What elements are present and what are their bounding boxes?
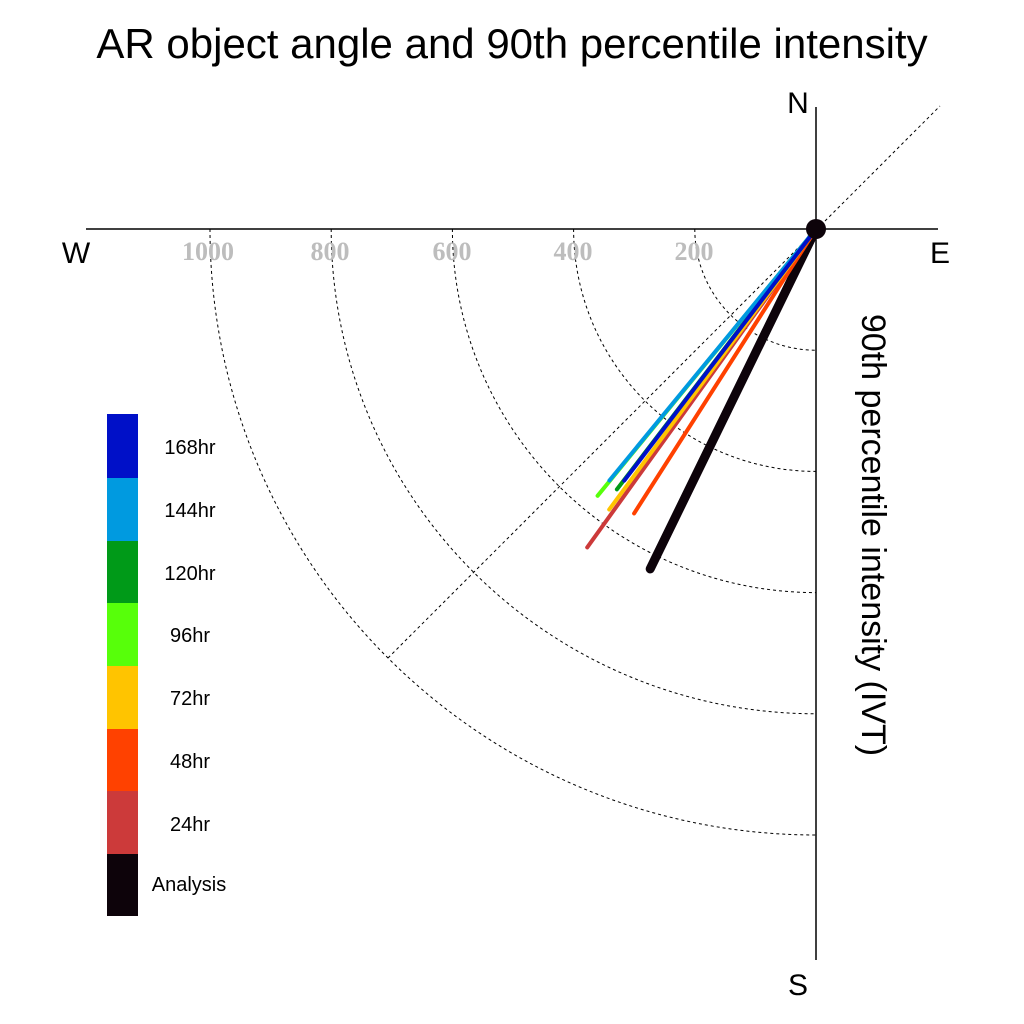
north-label: N xyxy=(787,87,809,120)
legend-swatch-analysis xyxy=(107,854,138,916)
legend-swatch-24hr xyxy=(107,791,138,854)
legend-swatch-48hr xyxy=(107,729,138,791)
ring-tick-label: 600 xyxy=(433,237,472,266)
vector-168hr xyxy=(622,227,818,483)
legend-swatch-72hr xyxy=(107,666,138,729)
ring-tick-label: 200 xyxy=(675,237,714,266)
west-label: W xyxy=(62,237,91,270)
legend-label-72hr: 72hr xyxy=(170,688,210,710)
legend-label-48hr: 48hr xyxy=(170,751,210,773)
legend-label-24hr: 24hr xyxy=(170,814,210,836)
origin-marker xyxy=(806,219,826,239)
legend-label-168hr: 168hr xyxy=(164,437,215,459)
legend-swatch-120hr xyxy=(107,541,138,603)
legend-swatch-96hr xyxy=(107,603,138,666)
legend-label-144hr: 144hr xyxy=(164,500,215,522)
chart-title: AR object angle and 90th percentile inte… xyxy=(96,20,927,67)
ring-400 xyxy=(573,228,817,472)
ring-tick-label: 800 xyxy=(311,237,350,266)
legend-label-120hr: 120hr xyxy=(164,563,215,585)
ring-tick-label: 1000 xyxy=(182,237,234,266)
legend-swatch-144hr xyxy=(107,478,138,541)
vector-series xyxy=(585,224,821,574)
legend-swatch-168hr xyxy=(107,414,138,478)
intensity-rings xyxy=(209,228,817,836)
south-label: S xyxy=(788,969,808,1002)
vector-48hr xyxy=(632,227,818,516)
intensity-axis-label: 90th percentile intensity (IVT) xyxy=(854,314,892,756)
ring-1000 xyxy=(209,228,817,836)
ring-200 xyxy=(694,228,817,351)
diagonal-reference-line xyxy=(387,105,941,659)
vector-analysis xyxy=(645,224,821,574)
ring-800 xyxy=(330,228,817,715)
ring-tick-label: 400 xyxy=(554,237,593,266)
east-label: E xyxy=(930,237,950,270)
ring-600 xyxy=(451,228,817,594)
legend: 168hr 144hr 120hr 96hr 72hr 48hr 24hr An… xyxy=(107,414,226,916)
legend-label-96hr: 96hr xyxy=(170,625,210,647)
legend-label-analysis: Analysis xyxy=(152,874,226,896)
